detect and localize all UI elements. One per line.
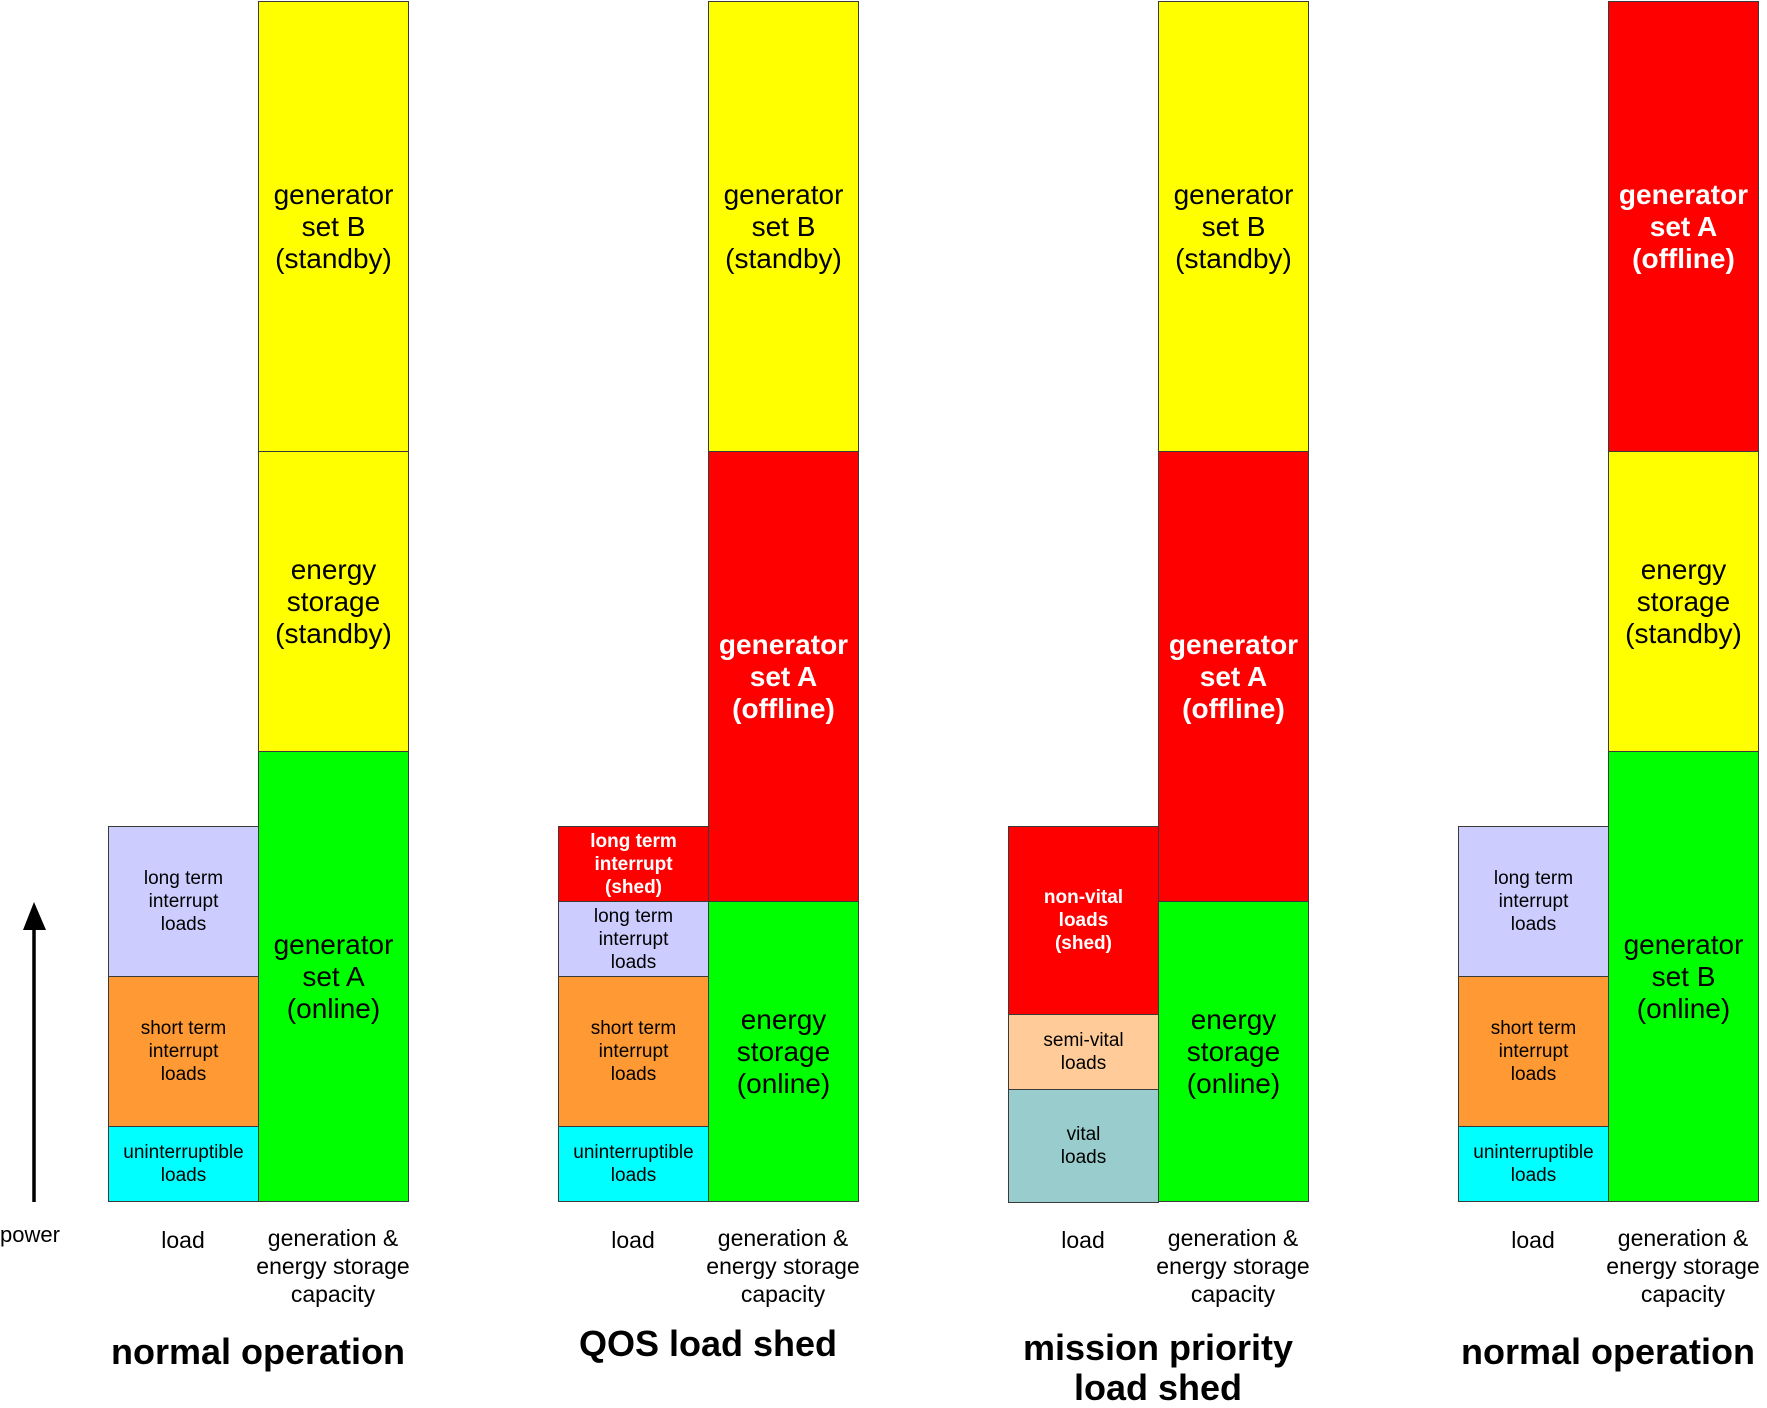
load-column-label: load [1061, 1227, 1105, 1253]
generation-column-label: generation & energy storage capacity [1156, 1225, 1310, 1307]
gen-segment: generator set B (standby) [708, 1, 859, 452]
load-column-label: load [1511, 1227, 1555, 1253]
load-segment: uninterruptible loads [558, 1126, 709, 1202]
load-segment-label: long term interrupt loads [593, 905, 674, 973]
gen-segment-label: generator set A (online) [273, 928, 394, 1024]
load-segment-label: long term interrupt loads [143, 868, 224, 935]
axis-label: power [0, 1222, 60, 1247]
gen-segment-label: generator set B (standby) [1173, 178, 1294, 274]
load-segment: uninterruptible loads [1458, 1126, 1609, 1202]
load-segment: long term interrupt loads [108, 826, 259, 977]
load-segment-label: short term interrupt loads [590, 1018, 677, 1085]
panel-title: mission priority load shed [1022, 1327, 1294, 1408]
load-segment: non-vital loads (shed) [1008, 826, 1159, 1015]
gen-segment-label: energy storage (online) [1186, 1003, 1281, 1099]
load-segment-label: uninterruptible loads [123, 1142, 244, 1186]
load-column-label: load [161, 1227, 205, 1253]
panel-title: normal operation [1460, 1331, 1756, 1372]
gen-segment-label: generator set B (standby) [723, 178, 844, 274]
load-segment: long term interrupt loads [1458, 826, 1609, 977]
load-column-label: load [611, 1227, 655, 1253]
load-segment-label: semi-vital loads [1043, 1030, 1124, 1074]
load-segment-label: uninterruptible loads [1473, 1142, 1594, 1186]
gen-segment: generator set A (offline) [1608, 1, 1759, 452]
load-segment-label: short term interrupt loads [1490, 1018, 1577, 1085]
gen-segment: generator set A (offline) [708, 451, 859, 902]
load-segment: short term interrupt loads [108, 976, 259, 1127]
gen-segment-label: generator set B (standby) [273, 178, 394, 274]
gen-segment-label: generator set A (offline) [718, 628, 849, 724]
load-segment-label: short term interrupt loads [140, 1018, 227, 1085]
gen-segment: generator set A (online) [258, 751, 409, 1202]
gen-segment-label: energy storage (standby) [275, 553, 392, 649]
load-segment: semi-vital loads [1008, 1014, 1159, 1090]
panel-title: normal operation [110, 1331, 406, 1372]
load-segment-label: long term interrupt loads [1493, 868, 1574, 935]
gen-segment: generator set B (online) [1608, 751, 1759, 1202]
panel-title: QOS load shed [578, 1323, 838, 1364]
gen-segment: energy storage (online) [1158, 901, 1309, 1202]
generation-column-label: generation & energy storage capacity [706, 1225, 860, 1307]
gen-segment-label: generator set B (online) [1623, 928, 1744, 1024]
gen-segment: energy storage (online) [708, 901, 859, 1202]
gen-segment: energy storage (standby) [1608, 451, 1759, 752]
load-segment: vital loads [1008, 1089, 1159, 1203]
load-segment: long term interrupt loads [558, 901, 709, 977]
load-segment: uninterruptible loads [108, 1126, 259, 1202]
gen-segment-label: generator set A (offline) [1618, 178, 1749, 274]
generation-column-label: generation & energy storage capacity [256, 1225, 410, 1307]
gen-segment: generator set B (standby) [258, 1, 409, 452]
up-arrow-icon [23, 902, 46, 1202]
gen-segment-label: generator set A (offline) [1168, 628, 1299, 724]
load-segment: long term interrupt (shed) [558, 826, 709, 902]
load-segment-label: vital loads [1060, 1124, 1107, 1168]
load-segment-label: uninterruptible loads [573, 1142, 694, 1186]
load-segment-label: long term interrupt (shed) [590, 830, 677, 898]
load-segment-label: non-vital loads (shed) [1043, 887, 1124, 954]
gen-segment: generator set B (standby) [1158, 1, 1309, 452]
gen-segment: generator set A (offline) [1158, 451, 1309, 902]
load-segment: short term interrupt loads [558, 976, 709, 1127]
gen-segment-label: energy storage (online) [736, 1003, 831, 1099]
gen-segment-label: energy storage (standby) [1625, 553, 1742, 649]
generation-column-label: generation & energy storage capacity [1606, 1225, 1760, 1307]
gen-segment: energy storage (standby) [258, 451, 409, 752]
load-segment: short term interrupt loads [1458, 976, 1609, 1127]
